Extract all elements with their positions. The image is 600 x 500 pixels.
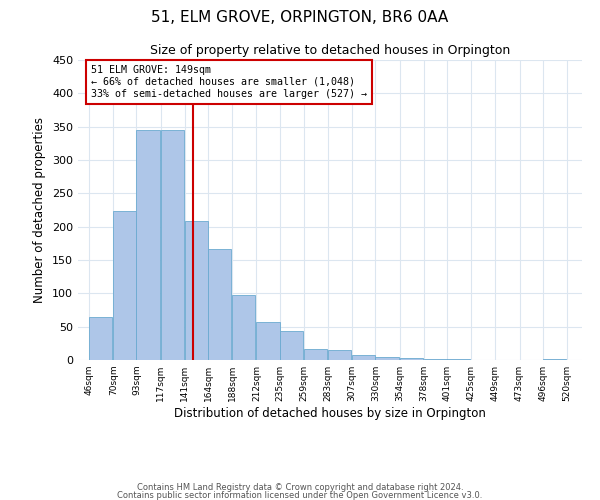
Bar (232, 294, 256, 360)
Bar (376, 356, 398, 360)
Bar (113, 210, 136, 360)
Text: 51 ELM GROVE: 149sqm
← 66% of detached houses are smaller (1,048)
33% of semi-de: 51 ELM GROVE: 149sqm ← 66% of detached h… (91, 66, 367, 98)
Bar (400, 358, 423, 360)
Text: Contains public sector information licensed under the Open Government Licence v3: Contains public sector information licen… (118, 490, 482, 500)
Bar (424, 358, 447, 360)
Text: 51, ELM GROVE, ORPINGTON, BR6 0AA: 51, ELM GROVE, ORPINGTON, BR6 0AA (151, 10, 449, 25)
Bar (256, 322, 280, 360)
Bar (328, 350, 351, 360)
Text: Contains HM Land Registry data © Crown copyright and database right 2024.: Contains HM Land Registry data © Crown c… (137, 484, 463, 492)
Bar (208, 248, 231, 360)
Y-axis label: Number of detached properties: Number of detached properties (34, 117, 46, 303)
Bar (161, 130, 184, 360)
Bar (89, 316, 112, 360)
Bar (280, 332, 303, 360)
Bar (136, 130, 160, 360)
X-axis label: Distribution of detached houses by size in Orpington: Distribution of detached houses by size … (174, 407, 486, 420)
Bar (304, 350, 327, 360)
Bar (352, 356, 376, 360)
Title: Size of property relative to detached houses in Orpington: Size of property relative to detached ho… (150, 44, 510, 58)
Bar (542, 358, 566, 360)
Bar (185, 220, 208, 360)
